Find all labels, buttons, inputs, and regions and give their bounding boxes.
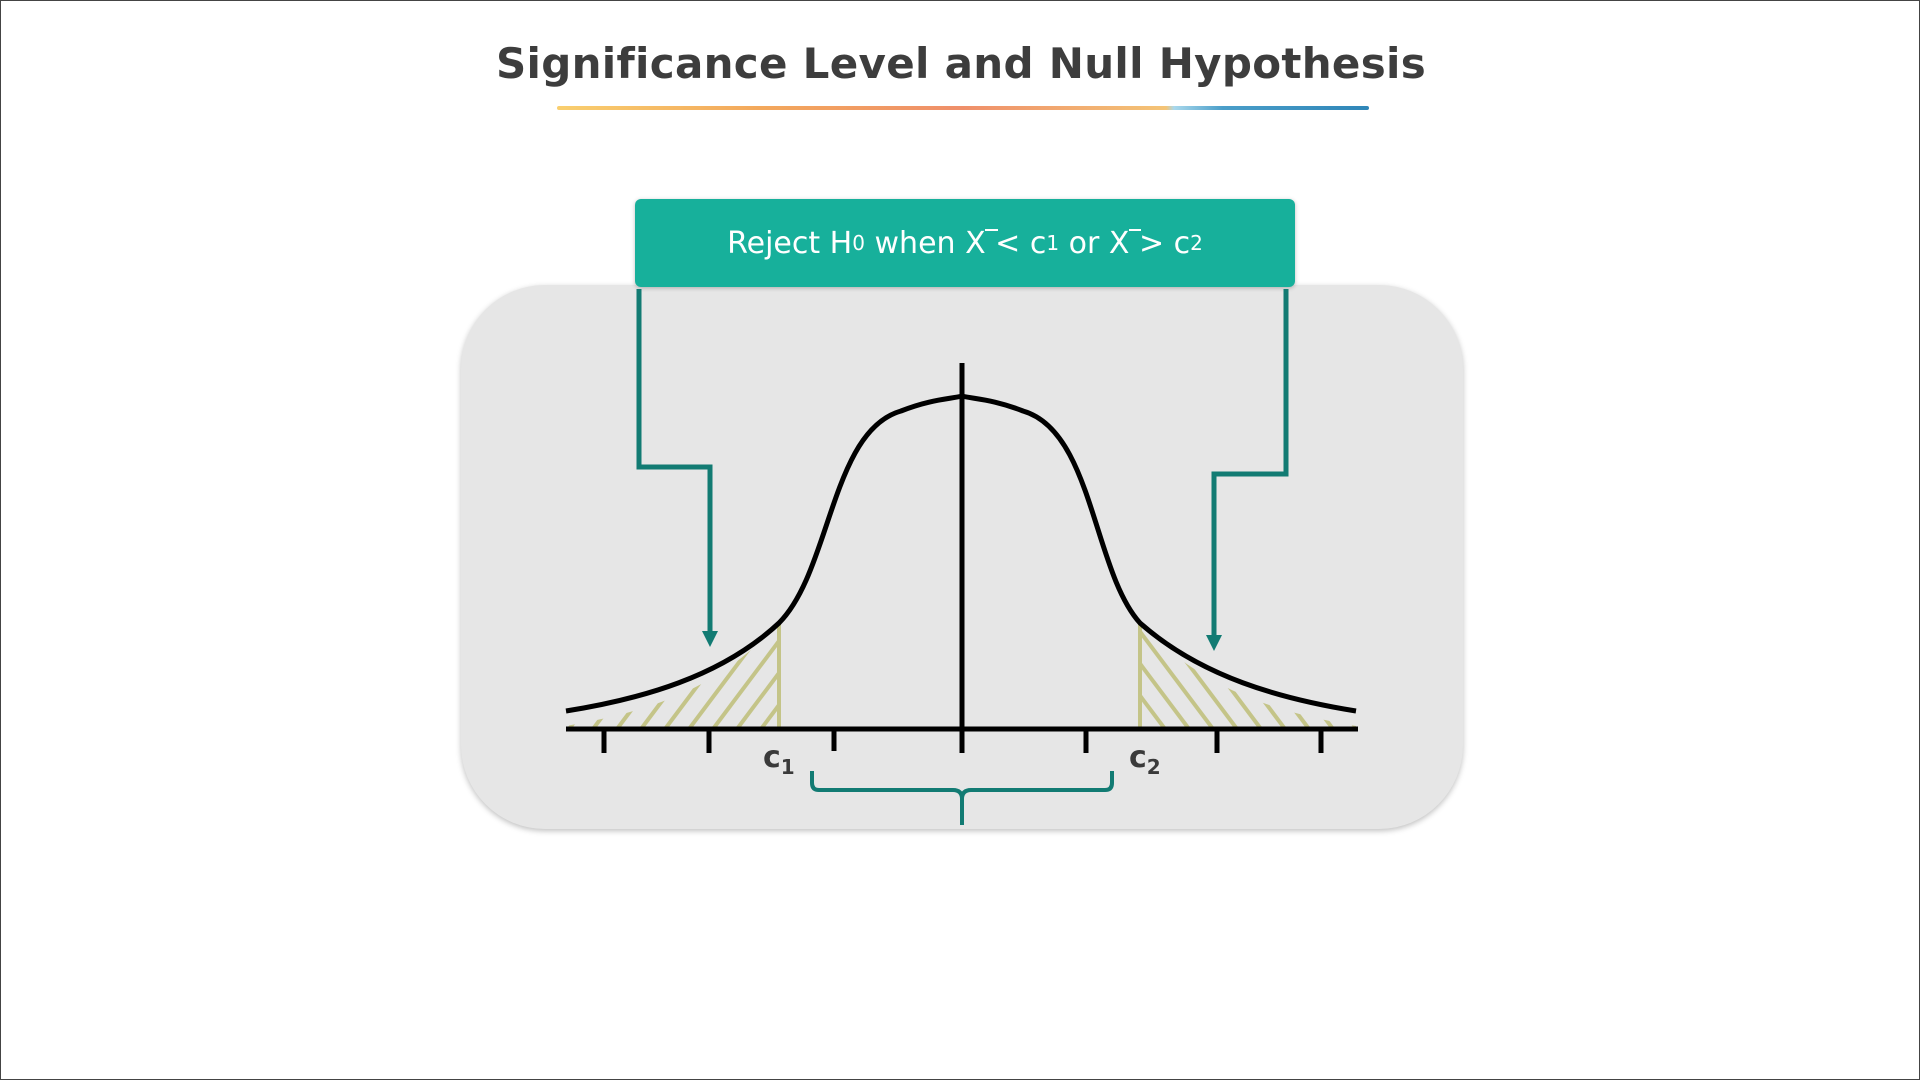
rule-c1-subscript: 1 [1046, 231, 1060, 255]
rule-xbar-1: X [965, 225, 997, 261]
hatch-line [735, 621, 779, 729]
rule-xbar-2: X [1108, 225, 1141, 261]
hatch-line [1139, 621, 1215, 729]
axis-ticks [601, 729, 1324, 753]
rule-c2-subscript: 2 [1190, 231, 1203, 255]
hatch-line [1289, 621, 1356, 729]
rule-h-subscript: 0 [852, 231, 865, 255]
slide-title: Significance Level and Null Hypothesis [495, 39, 1427, 88]
c2-label: c2 [1129, 740, 1161, 779]
c1-label: c1 [763, 740, 795, 779]
rule-less-than: < c [985, 225, 1047, 261]
acceptance-region-brace [810, 771, 1114, 825]
hatch-line [759, 621, 779, 729]
hatch-line [687, 621, 779, 729]
hatch-line [1139, 621, 1143, 729]
rule-greater-than: > c [1129, 225, 1191, 261]
rule-prefix: Reject H [727, 225, 853, 261]
hatch-line [1139, 621, 1191, 729]
hatch-line [591, 621, 685, 729]
hatch-line [639, 621, 733, 729]
hatch-line [566, 621, 637, 729]
rule-when: when [864, 225, 966, 261]
title-underline [557, 106, 1369, 110]
hatch-line [567, 621, 661, 729]
hatch-line [615, 621, 709, 729]
hatch-line [1145, 621, 1239, 729]
hatch-line [711, 621, 779, 729]
hatch-line [1217, 621, 1311, 729]
left-arrowhead [702, 631, 718, 647]
rule-or: or [1059, 225, 1109, 261]
hatch-line [1139, 621, 1167, 729]
right-arrowhead [1206, 635, 1222, 651]
hatch-line [1241, 621, 1335, 729]
left-arrow [636, 289, 718, 647]
right-arrow [1206, 289, 1289, 651]
